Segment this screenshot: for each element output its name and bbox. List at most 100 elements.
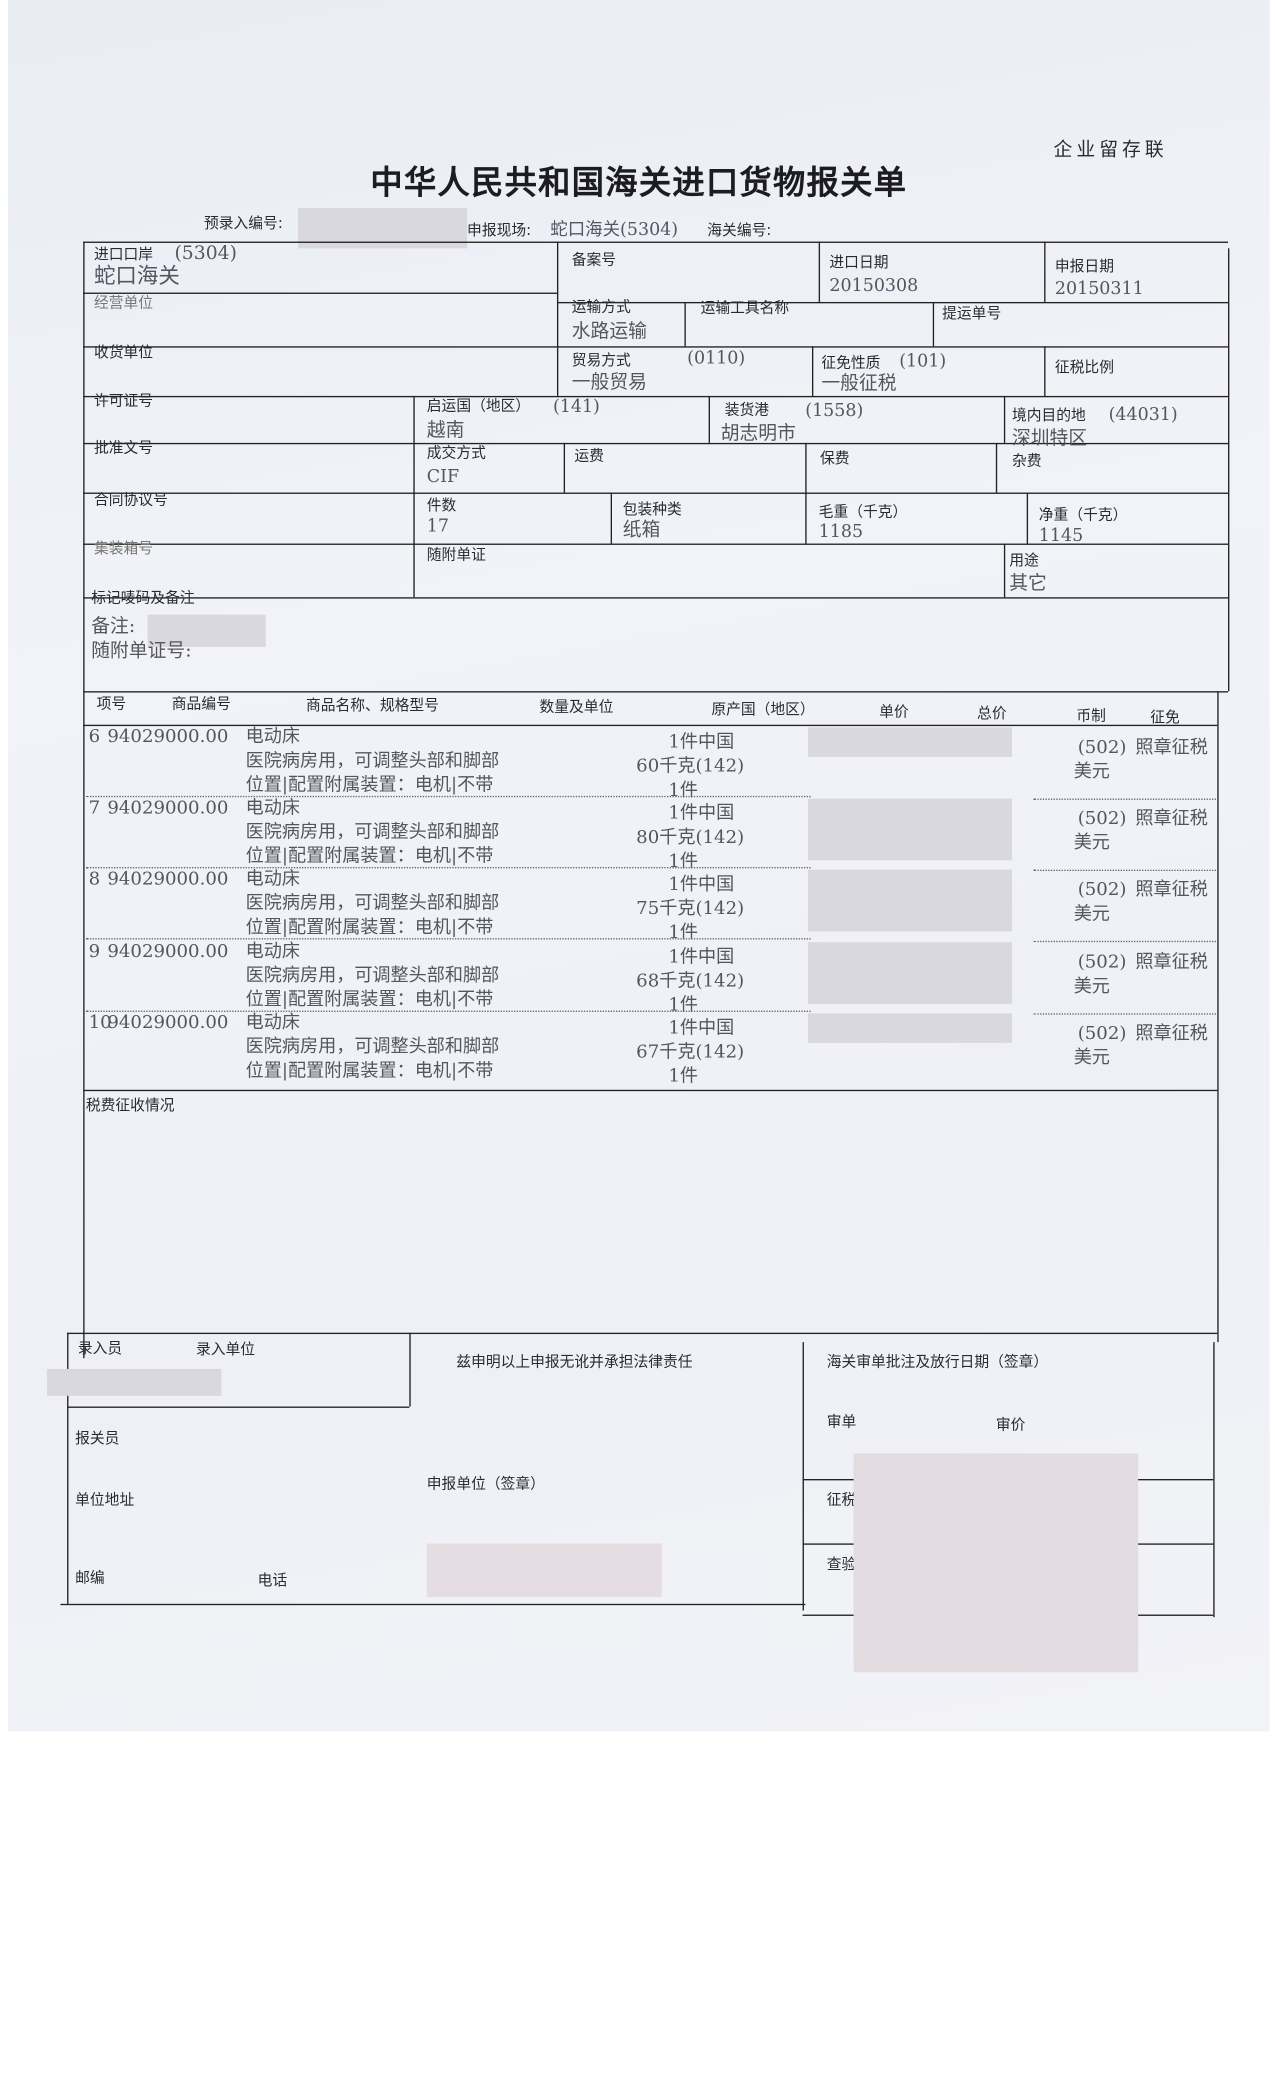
import-date-value: 20150308 <box>829 276 919 297</box>
redacted-stamp <box>426 1543 662 1598</box>
item-qty: 1件 <box>668 851 699 873</box>
redacted-price <box>807 941 1012 1004</box>
origin-country-label: 启运国（地区） <box>426 397 531 415</box>
marks-label: 标记唛码及备注 <box>91 589 195 607</box>
destination-label: 境内目的地 <box>1011 406 1086 425</box>
tax-section-label: 税费征收情况 <box>85 1096 175 1114</box>
package-value: 纸箱 <box>622 519 661 541</box>
col-name: 商品名称、规格型号 <box>306 696 439 715</box>
item-currency-code: (502) <box>1077 808 1127 830</box>
item-currency-code: (502) <box>1077 951 1127 973</box>
gross-weight-label: 毛重（千克） <box>818 503 908 521</box>
col-origin: 原产国（地区） <box>711 700 815 719</box>
bill-no-label: 提运单号 <box>942 304 1002 323</box>
redacted-entry-clerk <box>46 1368 222 1396</box>
operator-label: 经营单位 <box>93 293 154 312</box>
item-qty: 1件 <box>668 1065 699 1087</box>
item-code: 94029000.00 <box>107 726 229 748</box>
customs-approval-label: 海关审单批注及放行日期（签章） <box>826 1352 1049 1371</box>
destination-value: 深圳特区 <box>1011 428 1088 450</box>
levy-nature-code: (101) <box>899 351 947 372</box>
item-no: 7 <box>88 797 101 819</box>
usage-label: 用途 <box>1009 551 1039 570</box>
item-name: 电动床 <box>245 797 300 819</box>
redacted-price <box>807 727 1012 757</box>
review-label: 审单 <box>826 1413 857 1431</box>
net-weight-value: 1145 <box>1038 526 1084 547</box>
gross-weight-value: 1185 <box>818 522 864 543</box>
item-qty-origin: 1件中国 <box>668 945 735 968</box>
item-currency: 美元 <box>1073 903 1110 926</box>
declare-site-value: 蛇口海关(5304) <box>550 220 679 241</box>
remark-label: 备注: <box>91 616 136 638</box>
col-code: 商品编号 <box>171 695 231 713</box>
item-currency: 美元 <box>1073 1046 1110 1069</box>
levy-nature-value: 一般征税 <box>821 373 897 395</box>
item-code: 94029000.00 <box>107 940 229 962</box>
price-review-label: 审价 <box>995 1415 1026 1434</box>
item-name: 电动床 <box>245 868 300 891</box>
origin-country-value: 越南 <box>426 420 465 442</box>
item-spec-2: 位置|配置附属装置：电机|不带 <box>245 1059 494 1082</box>
row-divider <box>1033 1012 1216 1015</box>
item-no: 9 <box>88 940 101 962</box>
customs-no-label: 海关编号: <box>707 221 772 239</box>
postcode-label: 邮编 <box>75 1568 105 1587</box>
item-qty-origin: 1件中国 <box>668 802 735 825</box>
copy-label: 企业留存联 <box>1053 139 1168 162</box>
package-label: 包装种类 <box>622 500 682 519</box>
license-label: 许可证号 <box>93 391 154 410</box>
item-no: 10 <box>88 1011 112 1034</box>
declaration-text: 兹申明以上申报无讹并承担法律责任 <box>456 1352 693 1371</box>
col-total-price: 总价 <box>977 704 1007 723</box>
item-spec-2: 位置|配置附属装置：电机|不带 <box>245 917 494 939</box>
item-levy: 照章征税 <box>1135 951 1208 973</box>
item-code: 94029000.00 <box>107 868 229 891</box>
item-currency-code: (502) <box>1077 879 1127 902</box>
item-spec-1: 医院病房用，可调整头部和脚部 <box>245 750 500 772</box>
item-levy: 照章征税 <box>1135 808 1208 830</box>
declare-date-label: 申报日期 <box>1054 257 1114 276</box>
loading-port-label: 装货港 <box>724 401 770 419</box>
item-weight: 80千克(142) <box>636 826 745 849</box>
item-weight: 67千克(142) <box>636 1041 745 1063</box>
redacted-price <box>807 798 1012 861</box>
item-qty-origin: 1件中国 <box>668 731 735 753</box>
entry-clerk-label: 录入员 <box>77 1339 123 1357</box>
tax-levy-label: 征税 <box>826 1491 857 1509</box>
item-spec-2: 位置|配置附属装置：电机|不带 <box>245 988 494 1011</box>
row-divider <box>1033 798 1216 800</box>
inspection-label: 查验 <box>826 1555 857 1573</box>
transport-mode-label: 运输方式 <box>571 297 631 316</box>
item-no: 6 <box>88 726 101 748</box>
net-weight-label: 净重（千克） <box>1038 505 1128 524</box>
item-levy: 照章征税 <box>1135 879 1208 902</box>
pieces-value: 17 <box>426 516 449 537</box>
trade-mode-value: 一般贸易 <box>571 371 647 394</box>
import-date-label: 进口日期 <box>829 253 889 272</box>
contract-label: 合同协议号 <box>93 491 168 509</box>
item-weight: 68千克(142) <box>636 969 745 992</box>
pieces-label: 件数 <box>426 496 457 515</box>
row-divider <box>1033 869 1216 872</box>
freight-label: 运费 <box>574 446 604 465</box>
loading-port-value: 胡志明市 <box>720 422 796 445</box>
entry-unit-label: 录入单位 <box>195 1340 256 1359</box>
trade-mode-label: 贸易方式 <box>571 351 631 370</box>
item-currency: 美元 <box>1073 832 1110 854</box>
col-unit-price: 单价 <box>879 703 909 721</box>
tax-ratio-label: 征税比例 <box>1054 358 1114 376</box>
item-spec-1: 医院病房用，可调整头部和脚部 <box>245 893 500 915</box>
trade-mode-code: (0110) <box>687 348 746 370</box>
row-divider <box>1033 941 1216 943</box>
row-divider <box>85 795 811 798</box>
item-currency: 美元 <box>1073 975 1110 997</box>
import-port-code: (5304) <box>174 242 237 265</box>
redacted-remark <box>147 614 266 647</box>
item-name: 电动床 <box>245 726 300 748</box>
documents-label: 随附单证 <box>426 546 486 564</box>
deal-mode-label: 成交方式 <box>426 444 486 462</box>
broker-label: 报关员 <box>75 1429 120 1447</box>
item-qty: 1件 <box>668 922 699 945</box>
col-item-no: 项号 <box>96 695 127 713</box>
